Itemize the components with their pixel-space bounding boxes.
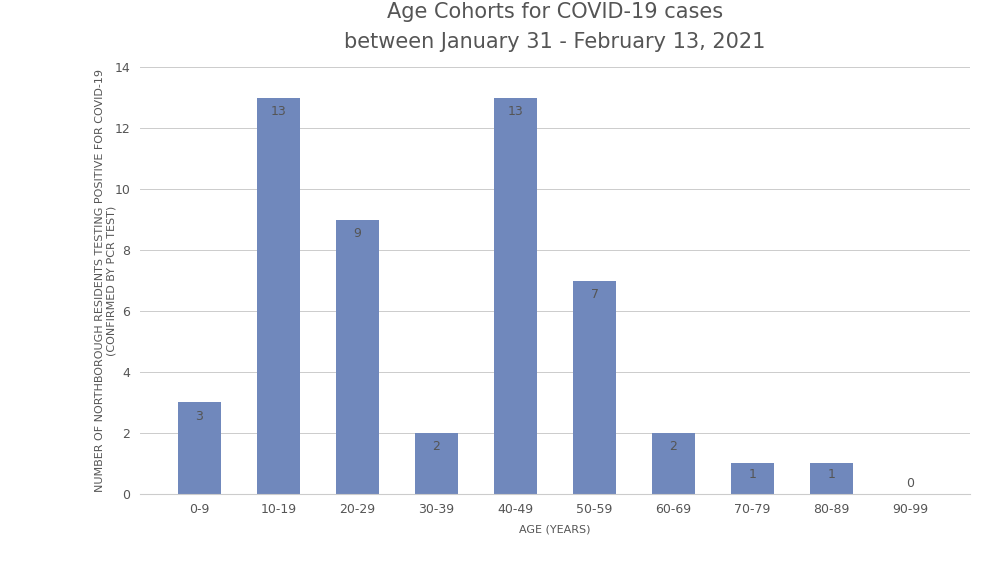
Text: 2: 2 [670, 440, 677, 453]
Bar [257, 98, 300, 494]
Text: 13: 13 [271, 105, 286, 118]
Text: 3: 3 [196, 410, 203, 423]
Title: Age Cohorts for COVID-19 cases
between January 31 - February 13, 2021: Age Cohorts for COVID-19 cases between J… [344, 2, 766, 52]
Y-axis label: NUMBER OF NORTHBOROUGH RESIDENTS TESTING POSITIVE FOR COVID-19
(CONFIRMED BY PCR: NUMBER OF NORTHBOROUGH RESIDENTS TESTING… [95, 69, 117, 492]
Text: 9: 9 [354, 227, 361, 240]
X-axis label: AGE (YEARS): AGE (YEARS) [519, 525, 591, 535]
Text: 7: 7 [591, 288, 599, 301]
Text: 2: 2 [433, 440, 440, 453]
Text: 0: 0 [907, 477, 915, 490]
Bar [810, 463, 853, 494]
Text: 1: 1 [828, 468, 835, 481]
Bar [336, 219, 379, 494]
Bar [573, 280, 616, 494]
Text: 13: 13 [508, 105, 523, 118]
Text: 1: 1 [749, 468, 756, 481]
Bar [652, 433, 695, 494]
Bar [494, 98, 537, 494]
Bar [731, 463, 774, 494]
Bar [178, 402, 221, 494]
Bar [415, 433, 458, 494]
